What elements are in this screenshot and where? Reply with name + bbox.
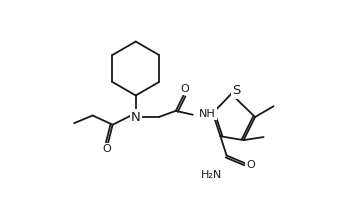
Text: H₂N: H₂N <box>201 170 222 180</box>
Text: S: S <box>232 84 241 97</box>
Text: NH: NH <box>199 109 216 119</box>
Text: O: O <box>181 84 189 94</box>
Text: O: O <box>246 160 255 170</box>
Text: O: O <box>102 144 111 154</box>
Text: N: N <box>131 111 140 124</box>
